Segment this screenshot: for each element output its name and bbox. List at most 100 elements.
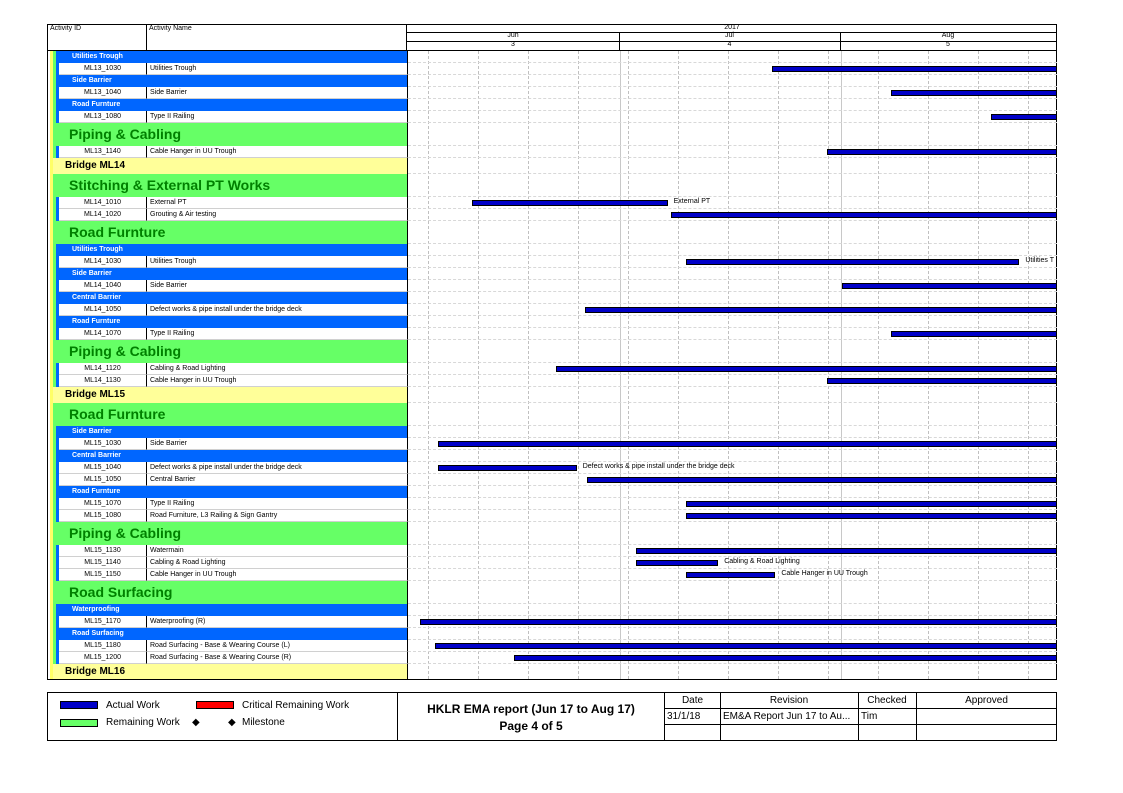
wbs-band-yellow <box>53 664 408 680</box>
activity-name-cell: Cabling & Road Lighting <box>147 557 408 569</box>
activity-id-cell: ML13_1030 <box>59 63 147 75</box>
activity-table: Utilities Trough ML13_1030 Utilities Troug… <box>47 51 1057 680</box>
wbs-band-green <box>56 123 408 146</box>
wbs-heading: Road Furnture <box>69 224 166 240</box>
chart-row-rule <box>408 173 1057 174</box>
wbs-band-blue <box>59 486 408 498</box>
chart-row-rule <box>408 279 1057 280</box>
timescale-month: Aug <box>941 32 955 39</box>
chart-row-rule <box>408 663 1057 664</box>
actual-work-bar <box>437 465 577 471</box>
wbs-heading: Bridge ML14 <box>65 160 126 171</box>
wbs-heading: Road Surfacing <box>72 630 124 637</box>
bar-label: Utilities T <box>1025 257 1054 264</box>
wbs-band-blue <box>59 99 408 111</box>
header-activity-name-cell: Activity Name <box>146 24 407 51</box>
actual-work-bar <box>685 572 776 578</box>
wbs-heading: Utilities Trough <box>72 53 123 60</box>
revision-header-approved: Approved <box>965 695 1008 706</box>
wbs-band-blue <box>59 450 408 462</box>
actual-work-bar <box>685 501 1057 507</box>
chart-row-rule <box>408 509 1057 510</box>
legend-remaining-label: Remaining Work <box>106 717 180 728</box>
chart-row-rule <box>408 86 1057 87</box>
activity-id-cell: ML15_1080 <box>59 510 147 522</box>
activity-id-cell: ML15_1030 <box>59 438 147 450</box>
revision-header-date: Date <box>681 695 704 706</box>
table-bottom-rule <box>47 679 1057 680</box>
chart-row-rule <box>408 603 1057 604</box>
wbs-heading: Bridge ML16 <box>65 666 126 677</box>
timescale-month: Jul <box>725 32 734 39</box>
activity-id-cell: ML15_1140 <box>59 557 147 569</box>
revision-description-value: EM&A Report Jun 17 to Au... <box>723 711 851 722</box>
chart-row-rule <box>408 255 1057 256</box>
actual-work-bar <box>435 643 1057 649</box>
chart-row-rule <box>408 651 1057 652</box>
actual-work-bar <box>636 548 1057 554</box>
activity-id-cell: ML13_1040 <box>59 87 147 99</box>
wbs-band-green <box>56 221 408 244</box>
actual-work-bar <box>772 66 1057 72</box>
actual-work-bar <box>555 366 1057 372</box>
activity-name-cell: Defect works & pipe install under the br… <box>147 304 408 316</box>
chart-row-rule <box>408 362 1057 363</box>
wbs-band-blue <box>59 292 408 304</box>
activity-id-cell: ML15_1040 <box>59 462 147 474</box>
chart-row-rule <box>408 62 1057 63</box>
chart-row-rule <box>408 615 1057 616</box>
timescale-month-divider <box>840 32 841 51</box>
actual-work-bar <box>827 378 1057 384</box>
chart-row-rule <box>408 243 1057 244</box>
activity-name-cell: Side Barrier <box>147 438 408 450</box>
chart-gridlines <box>408 51 1057 679</box>
chart-row-rule <box>408 208 1057 209</box>
wbs-band-green <box>56 403 408 426</box>
wbs-band-blue <box>59 604 408 616</box>
timescale-month-divider <box>619 32 620 51</box>
chart-row-rule <box>408 386 1057 387</box>
chart-row-rule <box>408 157 1057 158</box>
gridline <box>528 51 529 679</box>
wbs-band-yellow <box>53 158 408 174</box>
gridline <box>978 51 979 679</box>
wbs-heading: Piping & Cabling <box>69 525 181 541</box>
diamond-icon: ◆ <box>228 717 236 728</box>
activity-name-cell: Type II Railing <box>147 328 408 340</box>
chart-row-rule <box>408 627 1057 628</box>
chart-row-rule <box>408 473 1057 474</box>
wbs-level-stripe <box>56 51 59 679</box>
revision-checked-value: Tim <box>861 711 878 722</box>
wbs-band-green <box>56 581 408 604</box>
activity-id-cell: ML15_1070 <box>59 498 147 510</box>
chart-row-rule <box>408 556 1057 557</box>
wbs-band-yellow <box>53 387 408 403</box>
timescale-divider <box>407 32 1057 33</box>
legend-critical-swatch <box>196 701 234 709</box>
activity-name-cell: Cable Hanger in UU Trough <box>147 375 408 387</box>
gridline <box>478 51 479 679</box>
timescale-period: 5 <box>946 41 950 48</box>
actual-work-bar <box>636 560 719 566</box>
actual-work-bar <box>827 149 1057 155</box>
actual-work-bar <box>990 114 1057 120</box>
wbs-heading: Road Surfacing <box>69 584 173 600</box>
activity-name-cell: Waterproofing (R) <box>147 616 408 628</box>
activity-id-cell: ML15_1180 <box>59 640 147 652</box>
report-page-number: Page 4 of 5 <box>499 719 563 733</box>
activity-id-cell: ML15_1170 <box>59 616 147 628</box>
chart-row-rule <box>408 521 1057 522</box>
chart-row-rule <box>408 339 1057 340</box>
footer-frame: Actual Work Critical Remaining Work Rema… <box>47 692 1057 741</box>
gridline <box>828 51 829 679</box>
timescale-period: 4 <box>727 41 732 48</box>
actual-work-bar <box>584 307 1057 313</box>
gridline <box>578 51 579 679</box>
activity-name-cell: Central Barrier <box>147 474 408 486</box>
actual-work-bar <box>890 331 1057 337</box>
actual-work-bar <box>890 90 1057 96</box>
actual-work-bar <box>437 441 1057 447</box>
activity-id-cell: ML14_1040 <box>59 280 147 292</box>
wbs-heading: Side Barrier <box>72 77 112 84</box>
